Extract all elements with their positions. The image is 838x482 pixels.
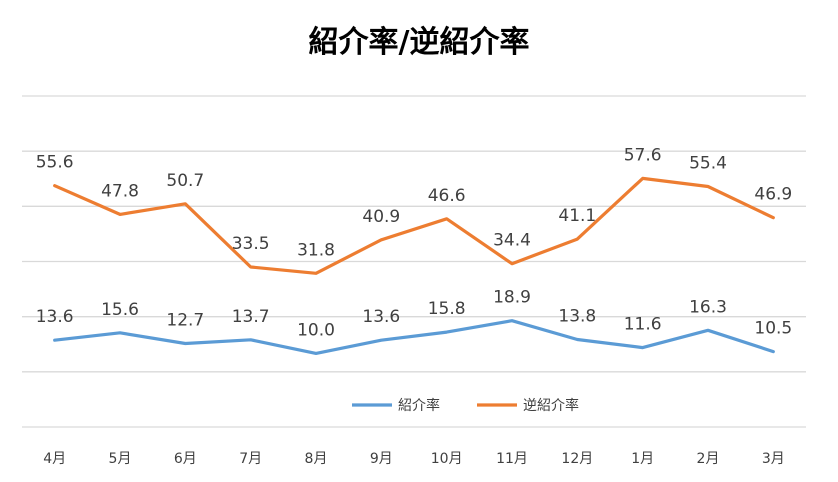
x-tick-label: 8月 bbox=[305, 451, 328, 467]
series-line bbox=[53, 319, 775, 355]
x-tick-label: 4月 bbox=[43, 451, 66, 467]
data-label: 13.6 bbox=[362, 307, 400, 327]
data-label: 12.7 bbox=[166, 311, 204, 331]
data-label: 46.9 bbox=[754, 185, 792, 205]
data-label: 55.6 bbox=[36, 153, 74, 173]
x-tick-label: 7月 bbox=[239, 451, 262, 467]
data-label: 13.6 bbox=[36, 307, 74, 327]
data-label: 13.8 bbox=[558, 306, 596, 326]
legend-label: 紹介率 bbox=[398, 397, 440, 414]
x-tick-label: 12月 bbox=[561, 451, 593, 467]
data-label: 57.6 bbox=[624, 145, 662, 165]
chart-title: 紹介率/逆紹介率 bbox=[309, 25, 530, 60]
data-label: 33.5 bbox=[232, 234, 270, 254]
data-label: 47.8 bbox=[101, 181, 139, 201]
data-label: 16.3 bbox=[689, 297, 727, 317]
x-tick-label: 5月 bbox=[109, 451, 132, 467]
legend: 紹介率 逆紹介率 bbox=[352, 397, 579, 414]
data-label: 34.4 bbox=[493, 231, 531, 251]
x-tick-label: 1月 bbox=[631, 451, 654, 467]
data-label: 50.7 bbox=[166, 171, 204, 191]
series-lines bbox=[53, 176, 775, 355]
series-line bbox=[53, 176, 775, 275]
data-label: 11.6 bbox=[624, 315, 662, 335]
data-label: 40.9 bbox=[362, 207, 400, 227]
data-labels: 13.6 15.6 12.7 13.7 10.0 13.6 15.8 18.9 13.8 11.6… bbox=[36, 145, 793, 340]
data-label: 10.5 bbox=[754, 319, 792, 339]
x-axis-ticks: 4月 5月 6月 7月 8月 9月 10月 11月 12月 1月 2月 3月 bbox=[43, 451, 785, 467]
data-label: 15.8 bbox=[428, 299, 466, 319]
x-tick-label: 3月 bbox=[762, 451, 785, 467]
data-label: 55.4 bbox=[689, 153, 727, 173]
x-tick-label: 6月 bbox=[174, 451, 197, 467]
data-label: 46.6 bbox=[428, 186, 466, 206]
gridlines bbox=[22, 95, 806, 428]
x-tick-label: 9月 bbox=[370, 451, 393, 467]
x-tick-label: 10月 bbox=[431, 451, 463, 467]
data-label: 10.0 bbox=[297, 320, 335, 340]
legend-label: 逆紹介率 bbox=[523, 397, 579, 414]
data-label: 15.6 bbox=[101, 300, 139, 320]
data-label: 13.7 bbox=[232, 307, 270, 327]
data-label: 18.9 bbox=[493, 288, 531, 308]
x-tick-label: 2月 bbox=[697, 451, 720, 467]
data-label: 31.8 bbox=[297, 240, 335, 260]
data-label: 41.1 bbox=[558, 206, 596, 226]
x-tick-label: 11月 bbox=[496, 451, 528, 467]
